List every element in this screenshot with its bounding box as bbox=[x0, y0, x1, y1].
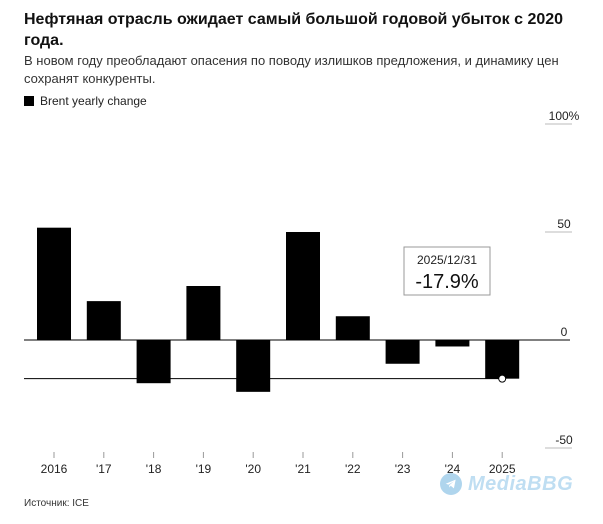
legend-swatch bbox=[24, 96, 34, 106]
x-tick-label: 2025 bbox=[489, 462, 516, 476]
annotation-value: -17.9% bbox=[415, 271, 479, 293]
x-axis-labels: 2016 '17 '18 '19 '20 '21 '22 '23 '24 2025 bbox=[41, 452, 516, 476]
bar bbox=[186, 286, 221, 340]
source-note: Источник: ICE bbox=[24, 498, 89, 509]
watermark: MediaBBG bbox=[440, 470, 590, 498]
annotation-marker bbox=[498, 374, 507, 383]
bar bbox=[286, 232, 320, 340]
x-tick-label: '23 bbox=[395, 462, 411, 476]
y-tick-label: 0 bbox=[561, 325, 568, 339]
y-tick-label: 100% bbox=[549, 109, 580, 123]
bar bbox=[236, 340, 271, 392]
legend-label: Brent yearly change bbox=[40, 94, 147, 108]
annotation-date: 2025/12/31 bbox=[417, 253, 477, 267]
y-tick-label: -50 bbox=[555, 433, 573, 447]
watermark-text: MediaBBG bbox=[468, 472, 574, 495]
x-tick-label: '22 bbox=[345, 462, 361, 476]
bar bbox=[335, 316, 370, 340]
y-tick-label: 50 bbox=[557, 217, 571, 231]
x-tick-label: '20 bbox=[245, 462, 261, 476]
annotation-group: 2025/12/31 -17.9% bbox=[24, 246, 507, 383]
x-tick-label: '18 bbox=[146, 462, 162, 476]
y-axis-ticks: 100% 50 0 -50 bbox=[545, 109, 580, 449]
chart-title: Нефтяная отрасль ожидает самый большой г… bbox=[24, 11, 564, 49]
chart-subtitle: В новом году преобладают опасения по пов… bbox=[24, 53, 559, 86]
x-tick-label: '21 bbox=[295, 462, 311, 476]
x-tick-label: '24 bbox=[445, 462, 461, 476]
bar bbox=[385, 340, 420, 364]
x-tick-label: 2016 bbox=[41, 462, 68, 476]
bars-group bbox=[24, 227, 570, 392]
bar bbox=[435, 340, 470, 347]
bar bbox=[136, 340, 171, 384]
x-tick-label: '17 bbox=[96, 462, 112, 476]
x-tick-label: '19 bbox=[196, 462, 212, 476]
telegram-icon bbox=[440, 473, 462, 495]
legend: Brent yearly change bbox=[24, 94, 147, 108]
bar bbox=[485, 340, 520, 379]
bar bbox=[86, 301, 121, 340]
bar bbox=[37, 227, 71, 340]
annotation-box bbox=[403, 246, 491, 296]
